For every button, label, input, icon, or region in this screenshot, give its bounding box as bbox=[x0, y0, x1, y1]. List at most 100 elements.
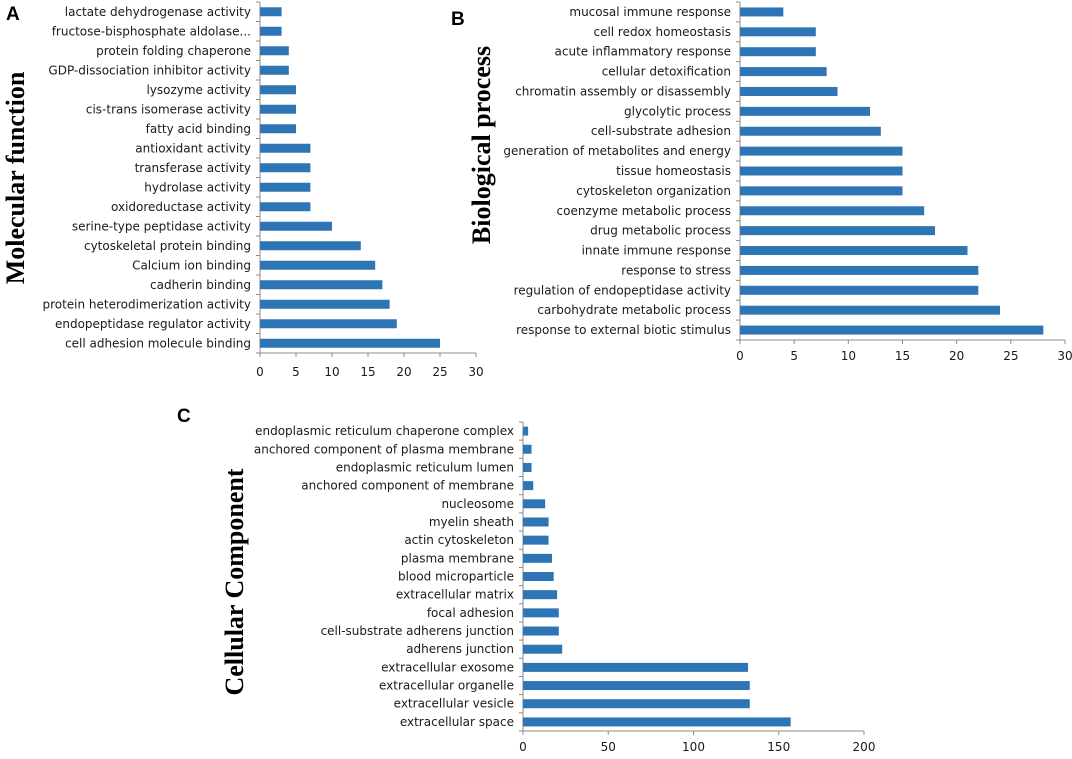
category-label: cadherin binding bbox=[150, 278, 251, 292]
category-label: tissue homeostasis bbox=[616, 164, 731, 178]
x-tick-label: 0 bbox=[736, 349, 744, 363]
category-label: generation of metabolites and energy bbox=[503, 144, 731, 158]
bar bbox=[740, 186, 903, 196]
x-tick-label: 150 bbox=[767, 740, 790, 754]
bar bbox=[740, 47, 816, 57]
x-tick-label: 30 bbox=[468, 365, 483, 379]
category-label: extracellular matrix bbox=[396, 588, 514, 602]
panel-b-biological-process: B Biological process mucosal immune resp… bbox=[451, 1, 1072, 363]
bar bbox=[523, 517, 549, 527]
bar bbox=[260, 124, 296, 134]
category-label: innate immune response bbox=[582, 244, 731, 258]
bar bbox=[260, 299, 390, 309]
bar bbox=[523, 681, 750, 691]
bar bbox=[260, 85, 296, 95]
bar bbox=[523, 572, 554, 581]
bar bbox=[260, 163, 311, 173]
category-label: carbohydrate metabolic process bbox=[537, 303, 731, 317]
bar bbox=[260, 338, 440, 348]
bar bbox=[260, 65, 289, 75]
bar bbox=[523, 444, 532, 454]
category-label: cis-trans isomerase activity bbox=[86, 102, 251, 116]
category-label: fatty acid binding bbox=[146, 122, 251, 136]
category-label: extracellular organelle bbox=[379, 679, 514, 693]
x-tick-label: 30 bbox=[1057, 349, 1072, 363]
category-label: acute inflammatory response bbox=[555, 45, 731, 59]
category-label: blood microparticle bbox=[398, 570, 514, 584]
bar bbox=[740, 86, 838, 96]
bar bbox=[523, 717, 791, 727]
category-label: endopeptidase regulator activity bbox=[55, 317, 251, 331]
category-label: protein folding chaperone bbox=[96, 44, 251, 58]
bar bbox=[523, 626, 559, 636]
category-label: response to external biotic stimulus bbox=[516, 323, 731, 337]
bar bbox=[740, 126, 881, 136]
bar bbox=[740, 325, 1044, 335]
bar bbox=[260, 221, 332, 231]
bar bbox=[260, 143, 311, 153]
category-label: cell redox homeostasis bbox=[593, 25, 731, 39]
panel-a-y-title: Molecular function bbox=[1, 71, 30, 284]
bar bbox=[260, 46, 289, 56]
category-label: extracellular space bbox=[400, 715, 514, 729]
bar bbox=[523, 462, 532, 472]
x-tick-label: 25 bbox=[1003, 349, 1018, 363]
category-label: response to stress bbox=[621, 263, 731, 277]
x-tick-label: 200 bbox=[853, 740, 876, 754]
bar bbox=[740, 285, 979, 295]
panel-c-cellular-component: C Cellular Component endoplasmic reticul… bbox=[177, 406, 875, 754]
category-label: lysozyme activity bbox=[146, 83, 251, 97]
category-label: actin cytoskeleton bbox=[404, 533, 514, 547]
x-tick-label: 20 bbox=[396, 365, 411, 379]
bar bbox=[740, 67, 827, 77]
category-label: cytoskeletal protein binding bbox=[84, 239, 251, 253]
category-label: extracellular exosome bbox=[381, 660, 514, 674]
category-label: antioxidant activity bbox=[135, 141, 251, 155]
bar bbox=[740, 305, 1000, 315]
category-label: serine-type peptidase activity bbox=[72, 219, 251, 233]
category-label: hydrolase activity bbox=[144, 180, 251, 194]
bar bbox=[740, 206, 925, 216]
x-tick-label: 15 bbox=[360, 365, 375, 379]
category-label: cell adhesion molecule binding bbox=[65, 336, 251, 350]
bar bbox=[523, 553, 552, 563]
category-label: regulation of endopeptidase activity bbox=[514, 283, 731, 297]
category-label: glycolytic process bbox=[624, 104, 731, 118]
bar bbox=[523, 426, 529, 436]
x-tick-label: 100 bbox=[682, 740, 705, 754]
bar bbox=[260, 280, 383, 290]
category-label: anchored component of plasma membrane bbox=[254, 442, 514, 456]
bar bbox=[523, 662, 749, 672]
panel-a-letter: A bbox=[6, 4, 20, 25]
category-label: drug metabolic process bbox=[590, 224, 731, 238]
bar bbox=[260, 104, 296, 114]
category-label: cytoskeleton organization bbox=[576, 184, 731, 198]
bar bbox=[260, 26, 282, 36]
category-label: nucleosome bbox=[441, 497, 514, 511]
category-label: plasma membrane bbox=[401, 551, 514, 565]
category-label: lactate dehydrogenase activity bbox=[65, 5, 251, 19]
category-label: mucosal immune response bbox=[569, 5, 731, 19]
x-tick-label: 5 bbox=[292, 365, 300, 379]
x-tick-label: 5 bbox=[790, 349, 798, 363]
x-tick-label: 10 bbox=[841, 349, 856, 363]
x-tick-label: 20 bbox=[949, 349, 964, 363]
bar bbox=[523, 481, 534, 491]
category-label: GDP-dissociation inhibitor activity bbox=[48, 63, 251, 77]
bar bbox=[523, 535, 549, 545]
category-label: chromatin assembly or disassembly bbox=[515, 84, 731, 98]
bar bbox=[740, 226, 935, 236]
category-label: transferase activity bbox=[135, 161, 251, 175]
category-label: fructose-bisphosphate aldolase... bbox=[52, 24, 251, 38]
category-label: myelin sheath bbox=[429, 515, 514, 529]
bar bbox=[740, 265, 979, 275]
category-label: cell-substrate adherens junction bbox=[321, 624, 514, 638]
bar bbox=[523, 590, 558, 600]
bar bbox=[740, 7, 784, 17]
x-tick-label: 0 bbox=[256, 365, 264, 379]
category-label: Calcium ion binding bbox=[132, 258, 251, 272]
bar bbox=[740, 27, 816, 37]
category-label: extracellular vesicle bbox=[394, 697, 514, 711]
category-label: endoplasmic reticulum chaperone complex bbox=[255, 424, 514, 438]
